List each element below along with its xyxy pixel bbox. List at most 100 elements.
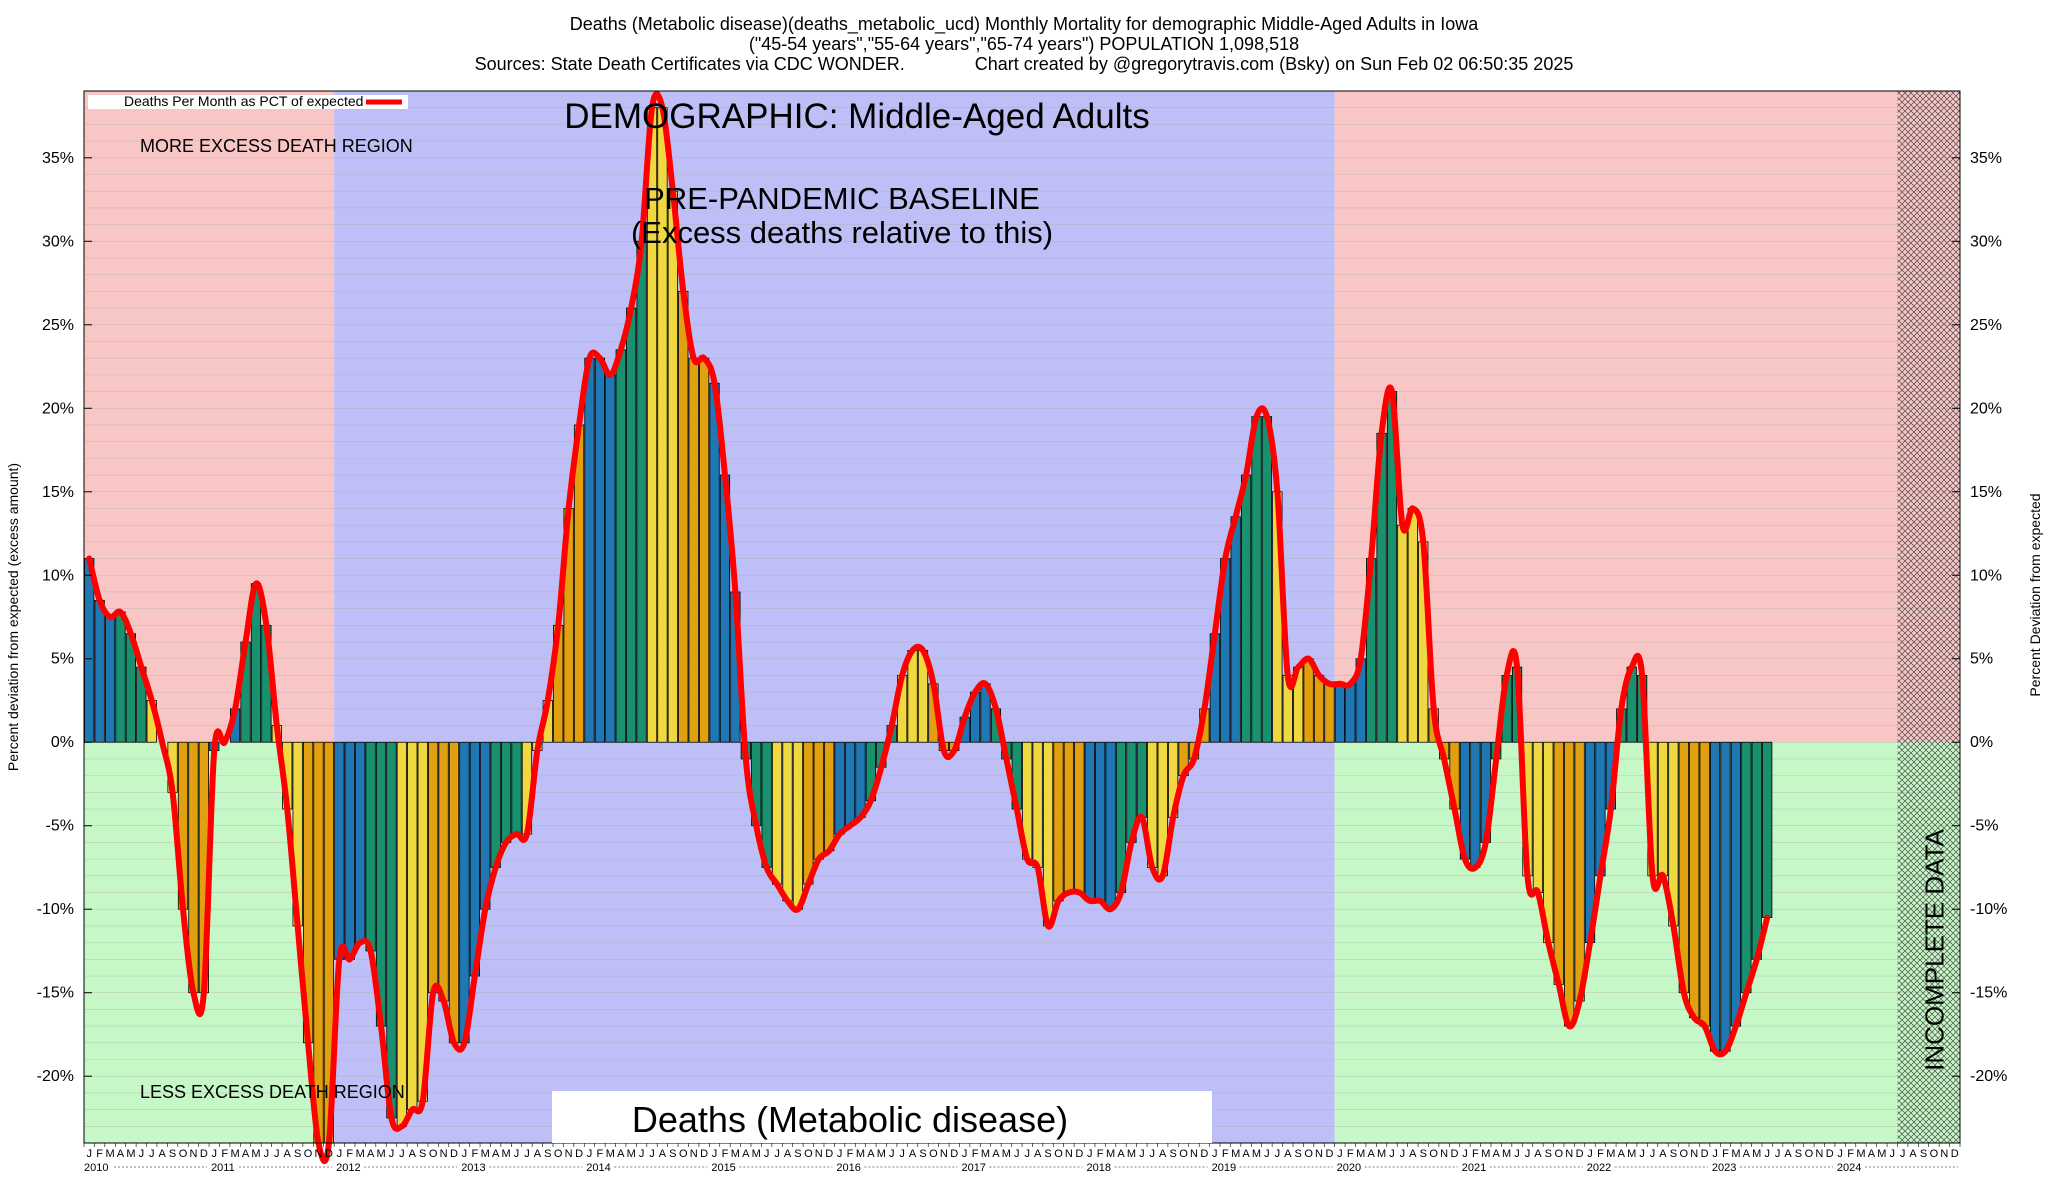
month-label: N (690, 1148, 698, 1160)
month-label: O (1680, 1148, 1689, 1160)
month-label: M (606, 1148, 615, 1160)
month-label: J (1024, 1148, 1030, 1160)
y-tick-label-right: -10% (1970, 901, 2007, 918)
bar (1762, 741, 1773, 918)
month-label: N (1565, 1148, 1573, 1160)
month-label: M (1356, 1148, 1365, 1160)
month-label: M (981, 1148, 990, 1160)
month-label: N (1940, 1148, 1948, 1160)
month-label: M (1877, 1148, 1886, 1160)
y-tick-label-right: 30% (1970, 233, 2002, 250)
y-tick-label-right: 15% (1970, 484, 2002, 501)
month-label: M (752, 1148, 761, 1160)
bar (1074, 741, 1085, 893)
month-label: A (1284, 1148, 1292, 1160)
month-label: S (919, 1148, 926, 1160)
month-label: O (554, 1148, 563, 1160)
bar (1751, 741, 1762, 960)
month-label: D (825, 1148, 833, 1160)
bar (438, 741, 449, 1002)
bar (834, 741, 845, 835)
month-label: J (1389, 1148, 1395, 1160)
y-tick-label-right: 35% (1970, 150, 2002, 167)
month-label: A (784, 1148, 792, 1160)
excess-region-post (1334, 91, 1960, 743)
month-label: A (242, 1148, 250, 1160)
month-label: A (1493, 1148, 1501, 1160)
month-label: N (189, 1148, 197, 1160)
bar (792, 741, 804, 910)
month-label: O (179, 1148, 188, 1160)
month-label: A (1618, 1148, 1626, 1160)
y-tick-label-right: 20% (1970, 400, 2002, 417)
bar (104, 616, 116, 743)
month-label: F (1847, 1148, 1854, 1160)
month-label: A (1909, 1148, 1917, 1160)
month-label: J (1337, 1148, 1343, 1160)
month-label: F (471, 1148, 478, 1160)
month-label: A (409, 1148, 417, 1160)
bar (490, 741, 501, 868)
month-label: O (304, 1148, 313, 1160)
bar (1261, 416, 1273, 743)
month-label: J (462, 1148, 468, 1160)
month-label: J (1890, 1148, 1896, 1160)
y-tick-label-left: -10% (37, 901, 74, 918)
month-label: J (1275, 1148, 1281, 1160)
month-label: F (1097, 1148, 1104, 1160)
month-label: J (139, 1148, 145, 1160)
chart-title-line-2: ("45-54 years","55-64 years","65-74 year… (748, 34, 1300, 54)
month-label: A (367, 1148, 375, 1160)
y-tick-label-left: 30% (42, 233, 74, 250)
bar (386, 741, 397, 1119)
month-label: M (231, 1148, 240, 1160)
month-label: M (1127, 1148, 1136, 1160)
month-label: J (1775, 1148, 1781, 1160)
month-label: A (284, 1148, 292, 1160)
month-label: S (1920, 1148, 1927, 1160)
month-label: A (742, 1148, 750, 1160)
bar (1397, 524, 1408, 743)
month-label: M (1856, 1148, 1865, 1160)
month-label: F (1347, 1148, 1354, 1160)
y-tick-label-right: 25% (1970, 317, 2002, 334)
month-label: J (587, 1148, 593, 1160)
month-label: N (940, 1148, 948, 1160)
month-label: N (565, 1148, 573, 1160)
month-label: A (992, 1148, 1000, 1160)
bar (1095, 741, 1106, 902)
year-label: 2019 (1212, 1162, 1236, 1174)
month-label: O (1054, 1148, 1063, 1160)
baseline-label-2: (Excess deaths relative to this) (631, 215, 1053, 250)
bar (771, 741, 783, 885)
bar (1564, 741, 1575, 1027)
year-label: 2020 (1337, 1162, 1361, 1174)
bar (824, 741, 835, 852)
baseline-label-1: PRE-PANDEMIC BASELINE (644, 181, 1040, 216)
month-label: M (1502, 1148, 1511, 1160)
month-label: O (804, 1148, 813, 1160)
month-label: A (1868, 1148, 1876, 1160)
more-excess-label: MORE EXCESS DEATH REGION (140, 136, 413, 156)
bar (1689, 741, 1700, 1019)
bar (1063, 741, 1075, 893)
year-label: 2011 (211, 1162, 235, 1174)
month-label: A (1743, 1148, 1751, 1160)
y-tick-label-left: 15% (42, 484, 74, 501)
month-label: J (1014, 1148, 1020, 1160)
bar (688, 357, 699, 743)
bar (1032, 741, 1043, 868)
chart-title-line-3: Sources: State Death Certificates via CD… (474, 54, 1574, 74)
month-label: A (534, 1148, 542, 1160)
year-label: 2014 (586, 1162, 610, 1174)
month-label: J (1514, 1148, 1520, 1160)
month-label: F (722, 1148, 729, 1160)
bar (355, 741, 366, 944)
bar (813, 741, 824, 860)
month-label: M (251, 1148, 260, 1160)
month-label: O (929, 1148, 938, 1160)
bar (907, 649, 918, 743)
month-label: S (669, 1148, 676, 1160)
year-label: 2017 (961, 1162, 985, 1174)
month-label: D (700, 1148, 708, 1160)
